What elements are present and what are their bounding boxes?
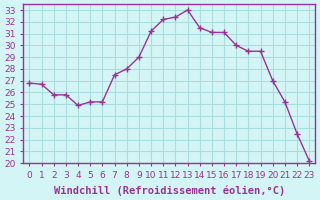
X-axis label: Windchill (Refroidissement éolien,°C): Windchill (Refroidissement éolien,°C) (54, 185, 285, 196)
